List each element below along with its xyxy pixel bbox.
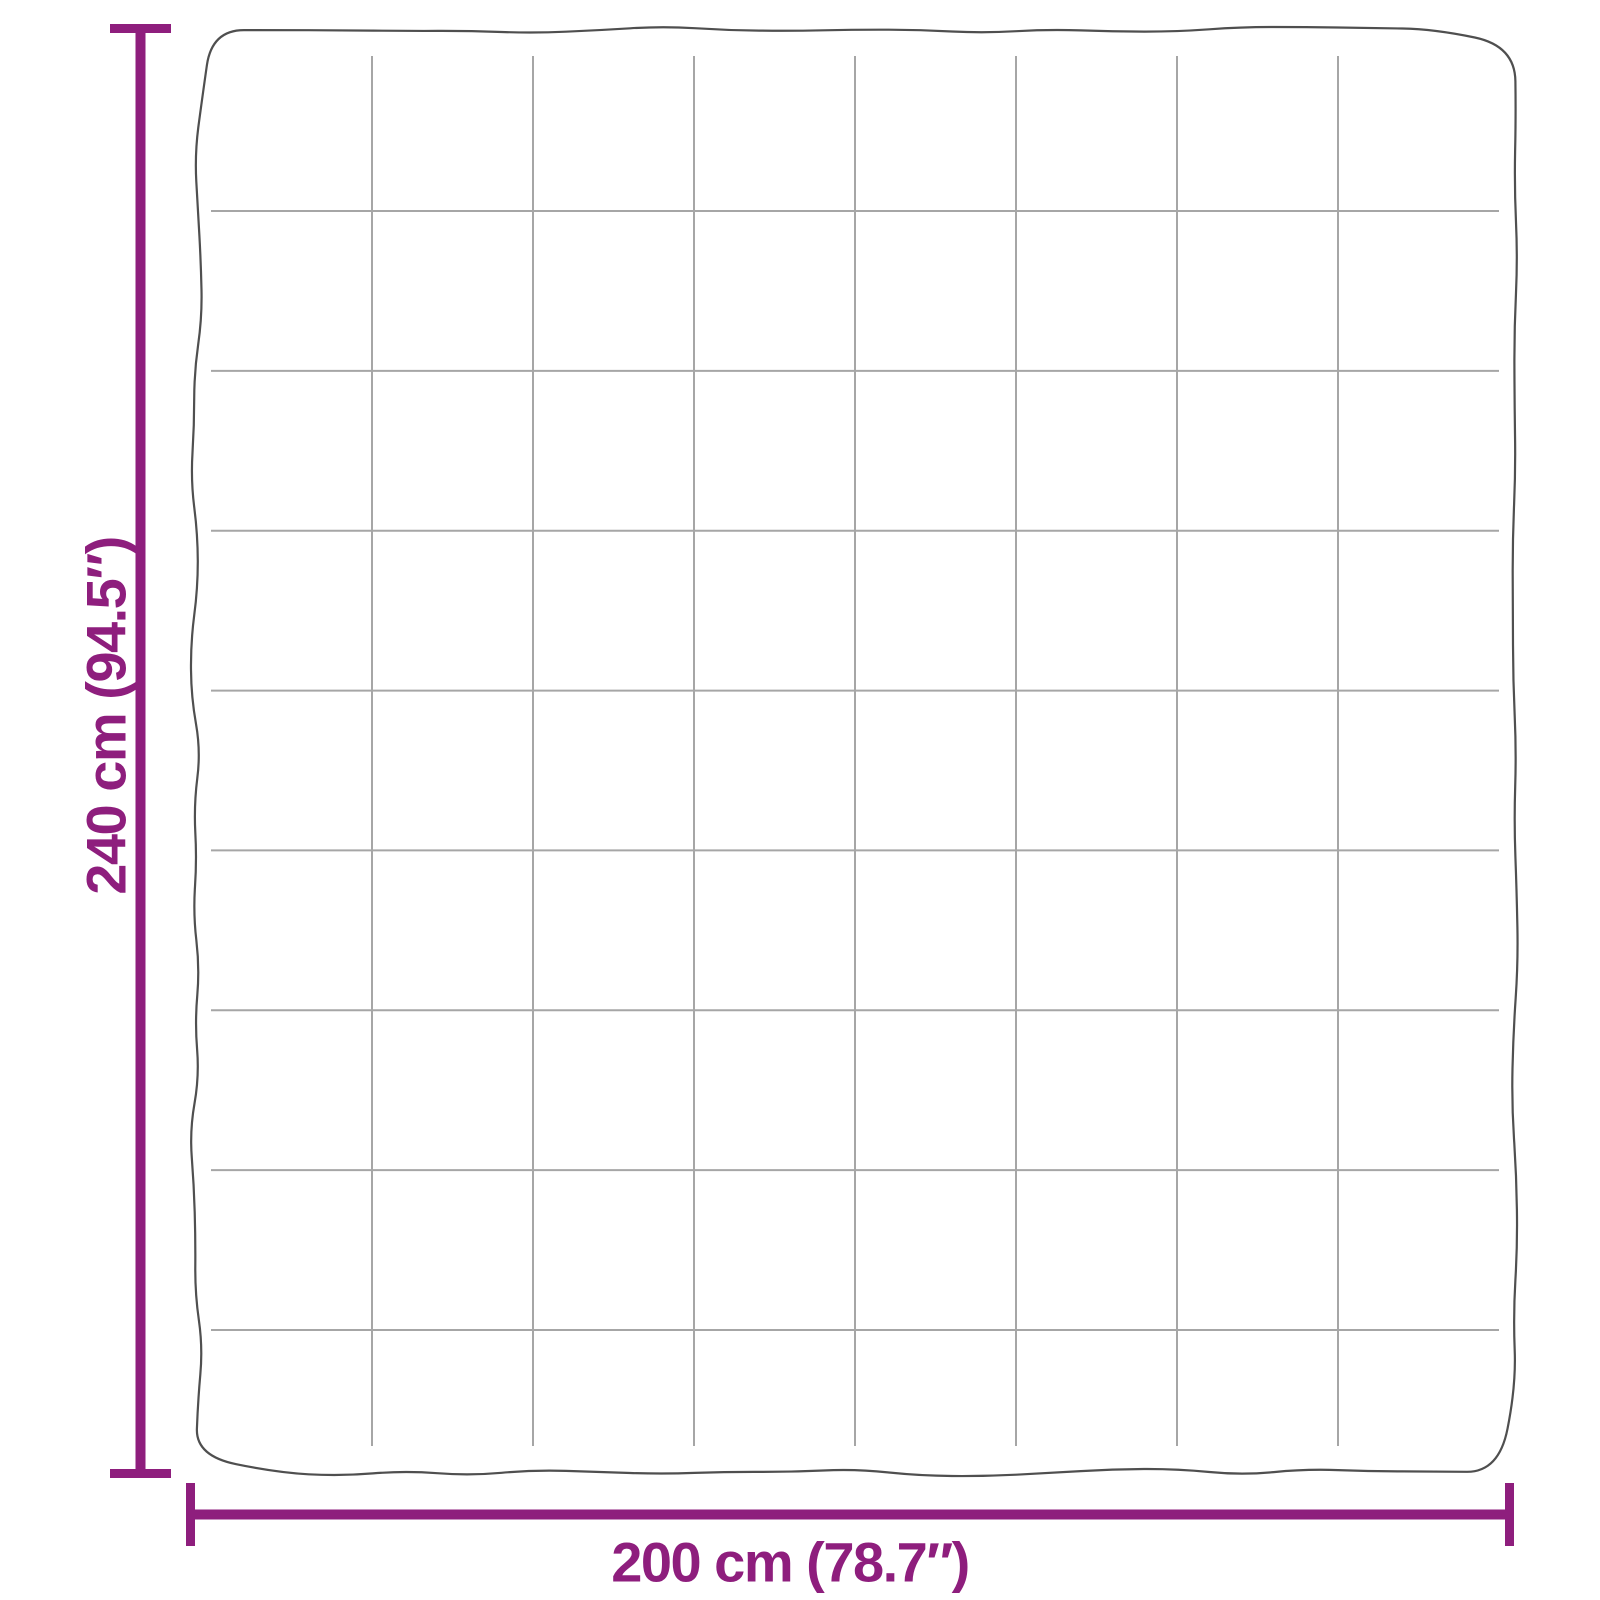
width-dimension-label: 200 cm (78.7″): [611, 1531, 969, 1594]
width-dimension-line: [186, 1483, 1514, 1546]
quilt-grid: [211, 56, 1499, 1446]
height-dimension-label: 240 cm (94.5″): [75, 537, 138, 895]
height-dimension-line: [110, 24, 171, 1478]
